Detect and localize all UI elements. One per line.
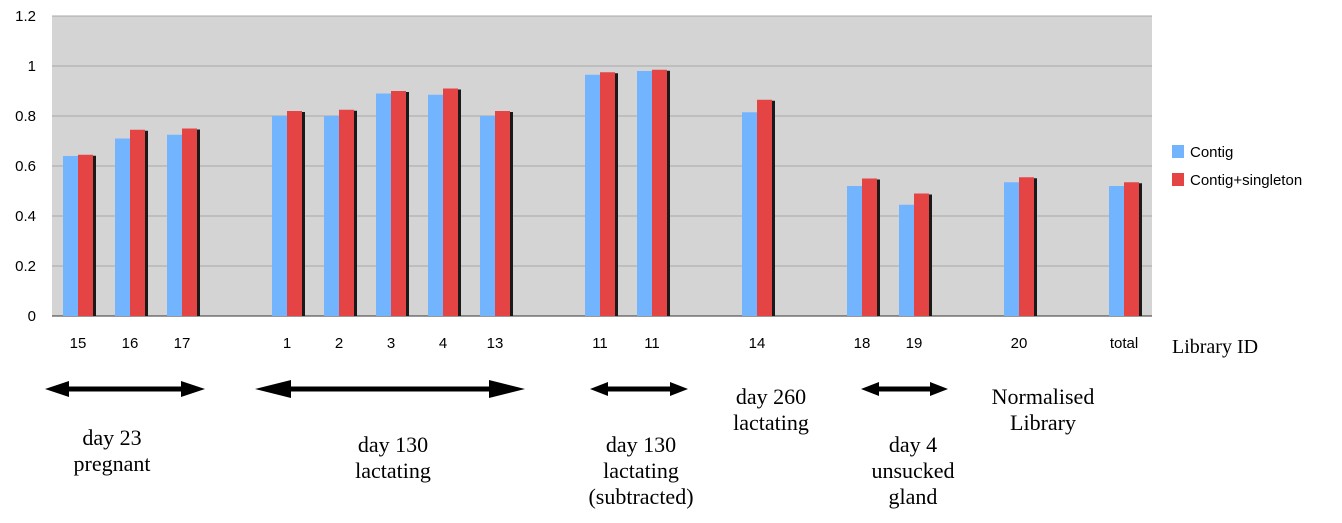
bar-contig-singleton	[287, 111, 302, 316]
x-axis-title: Library ID	[1172, 336, 1258, 358]
range-arrow-head-left	[590, 382, 608, 396]
bar-contig-singleton	[757, 99, 772, 316]
group-label-line: lactating	[355, 458, 431, 483]
bar-contig	[585, 74, 600, 316]
bar-contig	[1004, 182, 1019, 316]
bar-contig	[480, 116, 495, 316]
bar-contig-singleton	[391, 91, 406, 316]
legend-swatch	[1172, 173, 1184, 186]
range-arrow-head-right	[930, 382, 948, 396]
bar-contig-singleton	[1019, 177, 1034, 316]
bar-contig	[899, 204, 914, 316]
x-tick-label: 19	[906, 335, 923, 352]
x-tick-label: 20	[1011, 335, 1028, 352]
bar-contig-singleton	[78, 154, 93, 316]
bar-contig	[272, 116, 287, 316]
range-arrow-head-right	[181, 381, 205, 397]
group-label-line: lactating	[603, 458, 679, 483]
x-tick-label: total	[1110, 335, 1138, 352]
x-axis-ticks: 15 16 17 1 2 3 4 13 11 11 14 18 19 20 total	[70, 335, 1139, 352]
bar-contig	[428, 94, 443, 316]
bar-contig	[167, 134, 182, 316]
y-tick-label: 1	[28, 58, 36, 75]
bar-contig	[376, 93, 391, 316]
bar-contig-singleton	[130, 129, 145, 316]
x-tick-label: 11	[592, 335, 608, 352]
x-tick-label: 17	[174, 335, 191, 352]
range-arrow-head-right	[670, 382, 688, 396]
range-arrow-head-left	[255, 380, 291, 398]
x-tick-label: 3	[387, 335, 395, 352]
y-tick-label: 0.8	[15, 108, 36, 125]
x-tick-label: 15	[70, 335, 87, 352]
x-tick-label: 13	[487, 335, 504, 352]
group-label-line: Normalised	[992, 384, 1095, 409]
y-tick-label: 0.2	[15, 258, 36, 275]
group-label-line: day 130	[606, 432, 676, 457]
bar-contig	[115, 138, 130, 316]
group-label-line: day 130	[358, 432, 428, 457]
bar-contig-singleton	[1124, 182, 1139, 316]
y-tick-label: 1.2	[15, 8, 36, 25]
y-tick-label: 0.4	[15, 208, 36, 225]
x-tick-label: 4	[439, 335, 447, 352]
bar-contig-singleton	[495, 111, 510, 316]
x-tick-label: 2	[335, 335, 343, 352]
y-axis-ticks: 0 0.2 0.4 0.6 0.8 1 1.2	[15, 8, 36, 325]
x-tick-label: 16	[122, 335, 139, 352]
bar-contig-singleton	[914, 193, 929, 316]
y-tick-label: 0.6	[15, 158, 36, 175]
group-label-line: gland	[889, 484, 938, 509]
bar-contig	[742, 112, 757, 316]
bar-contig	[63, 156, 78, 316]
bar-contig-singleton	[182, 128, 197, 316]
range-arrow-head-left	[861, 382, 879, 396]
bar-contig	[324, 116, 339, 316]
range-arrow-head-left	[45, 381, 69, 397]
group-label-line: (subtracted)	[588, 484, 693, 509]
bar-contig	[847, 186, 862, 316]
x-tick-label: 18	[854, 335, 871, 352]
x-tick-label: 1	[283, 335, 291, 352]
group-label-line: lactating	[733, 410, 809, 435]
legend: Contig Contig+singleton	[1172, 144, 1302, 189]
bar-contig	[1109, 186, 1124, 316]
bar-contig-singleton	[862, 178, 877, 316]
legend-entry: Contig+singleton	[1190, 172, 1302, 189]
group-label-line: Library	[1010, 410, 1076, 435]
bar-contig-singleton	[652, 69, 667, 316]
bar-contig-singleton	[443, 88, 458, 316]
bar-contig-singleton	[600, 72, 615, 316]
bar-contig-singleton	[339, 109, 354, 316]
group-label-line: day 260	[736, 384, 806, 409]
y-tick-label: 0	[28, 308, 36, 325]
group-label-line: day 23	[82, 425, 141, 450]
group-label-line: pregnant	[74, 451, 151, 476]
x-tick-label: 14	[749, 335, 766, 352]
x-tick-label: 11	[644, 335, 660, 352]
legend-entry: Contig	[1190, 144, 1233, 161]
group-label-line: unsucked	[871, 458, 954, 483]
bar-contig	[637, 71, 652, 316]
legend-swatch	[1172, 145, 1184, 158]
group-label-line: day 4	[889, 432, 937, 457]
bars	[63, 69, 1142, 316]
range-arrow-head-right	[489, 380, 525, 398]
